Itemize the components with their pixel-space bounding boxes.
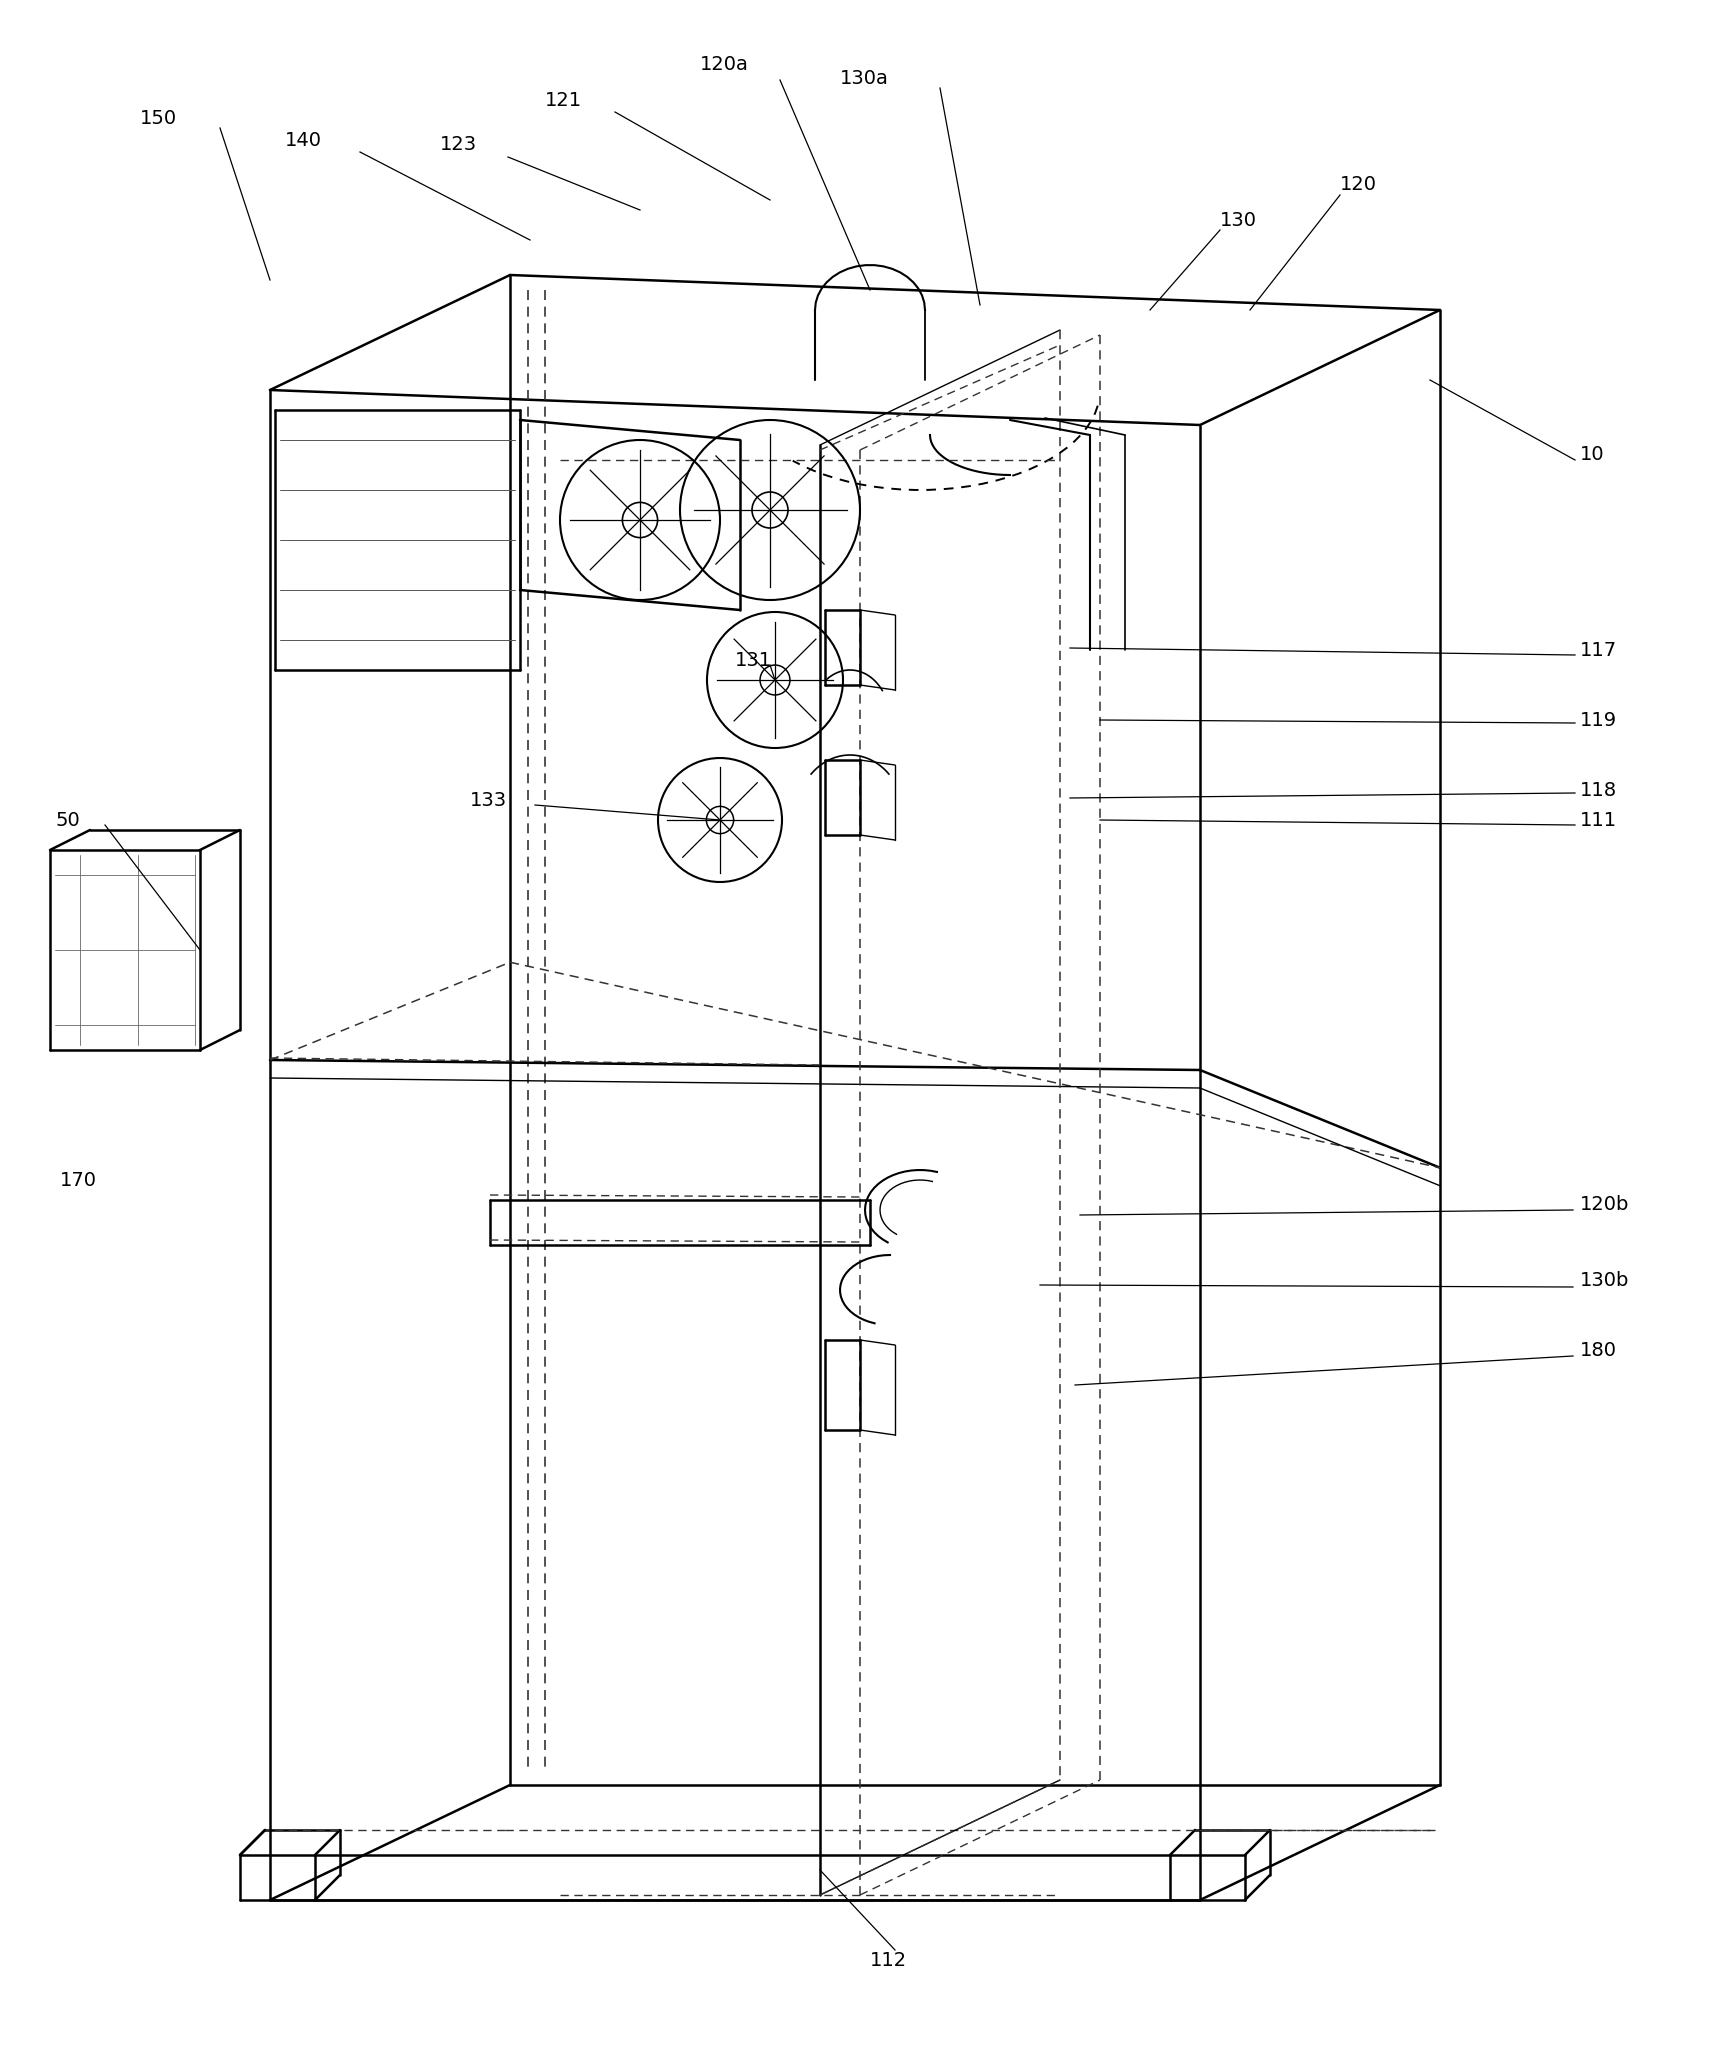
Text: 140: 140 bbox=[285, 130, 323, 149]
Text: 120: 120 bbox=[1339, 176, 1378, 194]
Text: 117: 117 bbox=[1581, 641, 1617, 659]
Text: 131: 131 bbox=[736, 651, 772, 670]
Text: 120b: 120b bbox=[1581, 1195, 1629, 1215]
Text: 118: 118 bbox=[1581, 781, 1617, 800]
Text: 170: 170 bbox=[61, 1170, 97, 1189]
Text: 119: 119 bbox=[1581, 711, 1617, 730]
Text: 121: 121 bbox=[545, 91, 583, 110]
Text: 112: 112 bbox=[869, 1951, 907, 1970]
Text: 150: 150 bbox=[141, 107, 177, 128]
Text: 10: 10 bbox=[1581, 446, 1605, 465]
Text: 180: 180 bbox=[1581, 1341, 1617, 1360]
Text: 120a: 120a bbox=[699, 56, 750, 74]
Text: 111: 111 bbox=[1581, 810, 1617, 829]
Text: 50: 50 bbox=[56, 810, 80, 829]
Text: 130a: 130a bbox=[840, 68, 888, 87]
Text: 123: 123 bbox=[441, 136, 477, 155]
Text: 130: 130 bbox=[1220, 211, 1256, 229]
Text: 130b: 130b bbox=[1581, 1271, 1629, 1290]
Text: 133: 133 bbox=[470, 790, 507, 810]
